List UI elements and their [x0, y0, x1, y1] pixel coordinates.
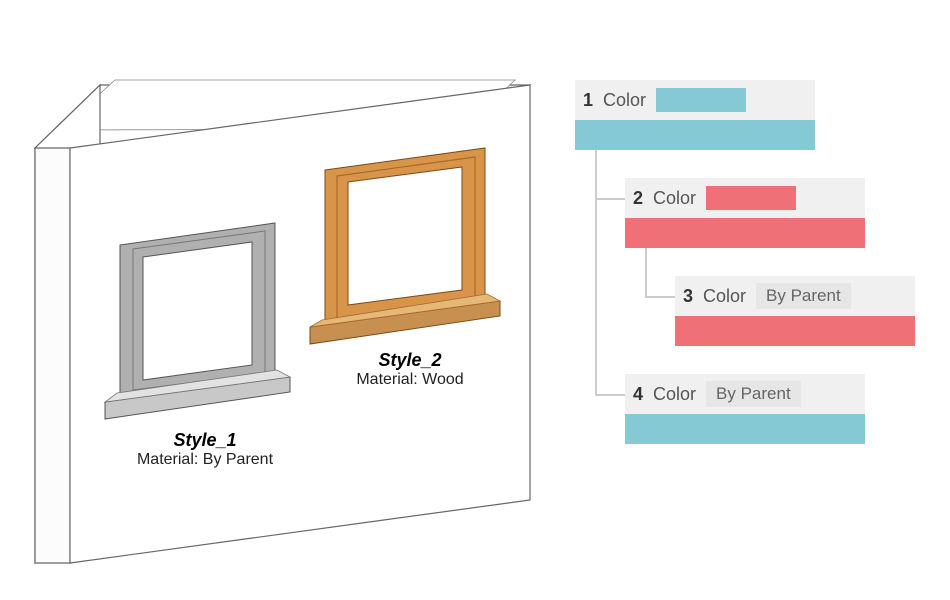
- tree-node-head: 3 Color By Parent: [675, 276, 915, 316]
- tree-node-number: 4: [633, 384, 643, 405]
- window-1-caption: Style_1 Material: By Parent: [115, 430, 295, 469]
- tree-node-3: 3 Color By Parent: [675, 276, 915, 346]
- tree-connector: [645, 296, 675, 298]
- tree-connector: [645, 248, 647, 296]
- tree-node-label: Color: [603, 90, 646, 111]
- tree-connector: [595, 150, 597, 394]
- window-2-subtitle: Material: Wood: [320, 371, 500, 389]
- tree-node-body: [575, 120, 815, 150]
- tree-node-4: 4 Color By Parent: [625, 374, 865, 444]
- window-2-title: Style_2: [320, 350, 500, 371]
- tree-node-swatch: [656, 88, 746, 112]
- tree-node-head: 1 Color: [575, 80, 815, 120]
- tree-node-swatch-byparent: By Parent: [706, 381, 801, 407]
- tree-node-body: [625, 218, 865, 248]
- wall-3d-illustration: [25, 20, 555, 580]
- tree-node-2: 2 Color: [625, 178, 865, 248]
- tree-node-number: 3: [683, 286, 693, 307]
- tree-node-1: 1 Color: [575, 80, 815, 150]
- tree-node-swatch: [706, 186, 796, 210]
- window-1-subtitle: Material: By Parent: [115, 451, 295, 469]
- window-2: [310, 148, 500, 344]
- tree-node-swatch-byparent: By Parent: [756, 283, 851, 309]
- tree-connector: [595, 394, 625, 396]
- tree-node-label: Color: [653, 188, 696, 209]
- tree-node-label: Color: [653, 384, 696, 405]
- tree-node-number: 1: [583, 90, 593, 111]
- window-2-caption: Style_2 Material: Wood: [320, 350, 500, 389]
- tree-node-number: 2: [633, 188, 643, 209]
- tree-node-head: 4 Color By Parent: [625, 374, 865, 414]
- tree-node-body: [625, 414, 865, 444]
- tree-connector: [595, 198, 625, 200]
- window-1-title: Style_1: [115, 430, 295, 451]
- tree-node-head: 2 Color: [625, 178, 865, 218]
- tree-node-label: Color: [703, 286, 746, 307]
- tree-node-body: [675, 316, 915, 346]
- window-1: [105, 223, 290, 419]
- diagram-stage: Style_1 Material: By Parent Style_2 Mate…: [0, 0, 950, 600]
